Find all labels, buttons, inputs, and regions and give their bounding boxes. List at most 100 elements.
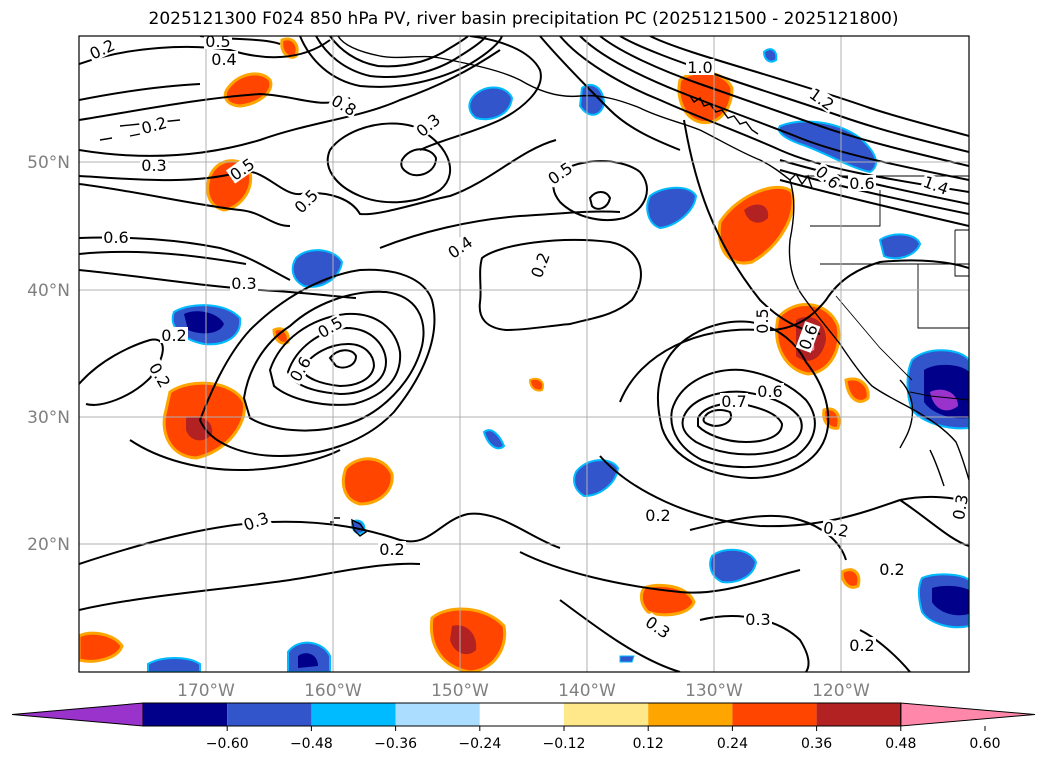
contour-label-bg	[160, 327, 188, 343]
pv-contour	[702, 409, 732, 428]
pv-contour	[79, 92, 351, 121]
aleutian-islands	[99, 133, 141, 141]
contour-label: 0.6	[849, 174, 874, 193]
colorbar-segment	[311, 703, 396, 726]
state-border	[917, 264, 969, 329]
colorbar-segment	[648, 703, 733, 726]
pv-contour	[379, 210, 621, 249]
contour-label: 0.2	[849, 636, 874, 655]
contour-label-bg	[85, 36, 119, 63]
contour-label: 0.5	[205, 32, 230, 51]
pv-contour	[559, 36, 969, 193]
north-america-coastline	[337, 36, 969, 481]
contour-label-bg	[378, 541, 406, 557]
contour-label: 0.2	[645, 506, 670, 525]
lat-label-50n: 50°N	[27, 153, 70, 173]
pv-contour	[79, 250, 247, 265]
contour-label: 0.4	[211, 50, 236, 69]
contour-label-bg	[543, 158, 577, 188]
hawaii-islands	[351, 518, 368, 537]
us-mexico-border	[909, 391, 969, 401]
contour-label-bg	[327, 91, 361, 119]
contour-label-bg	[412, 109, 444, 141]
contour-label: 0.6	[757, 382, 782, 401]
contour-label-bg	[290, 185, 322, 217]
contour-label-bg	[286, 352, 314, 386]
contour-label-bg	[805, 84, 839, 114]
gridlines	[79, 36, 969, 672]
precip-patch-strong-negative	[932, 585, 969, 616]
figure-title: 2025121300 F024 850 hPa PV, river basin …	[148, 9, 899, 29]
mexico-coastline	[929, 449, 945, 487]
pv-contour	[559, 599, 681, 672]
colorbar-tick-label: −0.48	[290, 736, 333, 752]
precip-patch-negative	[646, 186, 698, 230]
pv-contour	[670, 368, 816, 468]
contour-label: 0.5	[753, 308, 772, 333]
contour-label-bg	[686, 59, 714, 75]
precip-patch-negative	[482, 429, 506, 450]
pv-contour	[656, 320, 830, 480]
pv-contour	[242, 290, 425, 432]
colorbar-tick-label: −0.36	[374, 736, 417, 752]
pv-contour	[326, 122, 451, 204]
lon-label-160w: 160°W	[304, 681, 362, 701]
colorbar-segment	[143, 703, 228, 726]
contour-label-bg	[878, 561, 906, 577]
pv-contour	[329, 36, 469, 68]
lon-label-120w: 120°W	[812, 681, 870, 701]
colorbar-segment	[479, 703, 564, 726]
colorbar-tick-label: 0.48	[885, 736, 916, 752]
pv-contour	[268, 312, 402, 406]
coastline-islands	[789, 172, 813, 189]
precip-patch-positive	[844, 377, 870, 403]
pv-contour	[539, 36, 681, 151]
contour-label-bg	[848, 637, 876, 653]
contour-label-bg	[641, 612, 675, 642]
colorbar-tick-label: −0.12	[543, 736, 586, 752]
precip-patch-strong-positive	[450, 625, 477, 655]
lat-label-30n: 30°N	[27, 408, 70, 428]
contour-label: 0.3	[949, 493, 972, 521]
pv-contour	[859, 629, 911, 672]
colorbar-segment	[732, 703, 817, 726]
colorbar-tick-label: 0.12	[633, 736, 664, 752]
pv-contour	[79, 183, 291, 227]
pv-contour	[79, 39, 331, 65]
pv-contour	[79, 139, 557, 216]
contour-label-bg	[756, 383, 784, 399]
contour-label: 0.2	[379, 540, 404, 559]
contour-label-bg	[240, 508, 272, 534]
precip-patch-strong-negative	[298, 653, 318, 668]
pv-contour	[79, 49, 501, 157]
pv-contour	[79, 83, 201, 101]
contour-label-bg	[795, 321, 821, 353]
contour-label: 0.3	[745, 610, 770, 629]
colorbar-tick-label: −0.60	[206, 736, 249, 752]
pv-contour	[129, 439, 341, 472]
precip-patch-positive	[840, 568, 861, 589]
pv-contour	[79, 512, 561, 565]
contour-label-bg	[812, 161, 844, 193]
precip-patch-positive	[341, 457, 394, 506]
contour-label-bg	[313, 313, 347, 341]
contour-label-bg	[102, 229, 130, 245]
colorbar-frame	[142, 702, 902, 727]
colorbar-segment	[564, 703, 649, 726]
contour-label-bg	[230, 275, 258, 291]
contour-label: 0.3	[141, 156, 166, 175]
precip-patch-strong-negative	[184, 311, 224, 334]
pv-contour	[519, 551, 801, 594]
pv-contour	[683, 119, 821, 335]
pv-contour	[79, 562, 421, 611]
contour-label-bg	[644, 507, 672, 523]
pv-contour	[315, 36, 487, 78]
colorbar-segment	[395, 703, 480, 726]
precip-patch-positive	[528, 377, 544, 392]
pv-contour	[619, 259, 969, 403]
pv-contour	[478, 239, 642, 332]
pv-contour	[79, 338, 164, 406]
pv-contour	[198, 268, 436, 458]
contour-label: 0.2	[879, 560, 904, 579]
